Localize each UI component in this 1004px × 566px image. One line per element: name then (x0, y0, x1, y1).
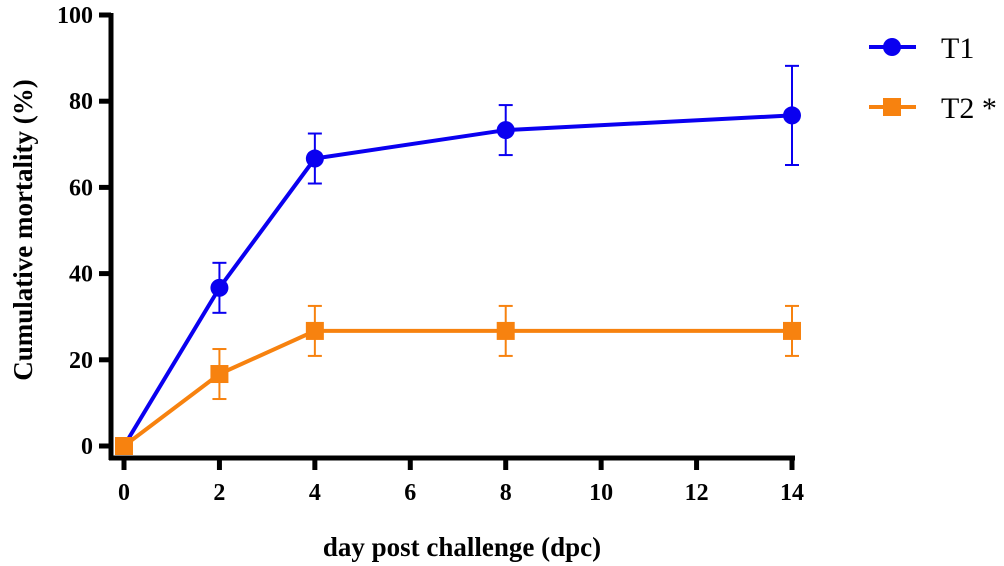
x-axis-label: day post challenge (dpc) (323, 532, 601, 562)
axes: 0 20 40 60 80 100 0 2 4 6 8 10 12 14 (57, 3, 804, 506)
data-point (115, 437, 133, 455)
series-t1 (115, 64, 801, 455)
legend-marker (883, 38, 901, 56)
y-tick-label: 100 (57, 3, 93, 29)
y-tick-label: 0 (81, 434, 93, 460)
x-tick-label: 6 (404, 480, 416, 506)
data-point (783, 321, 801, 340)
legend-label: T2 * (941, 92, 997, 125)
series-layer (115, 64, 801, 455)
legend-label: T1 (941, 32, 974, 65)
data-point (496, 321, 515, 340)
x-tick-label: 0 (118, 480, 130, 506)
x-tick-label: 4 (309, 480, 321, 506)
y-tick-label: 40 (69, 262, 93, 288)
data-point (305, 149, 324, 168)
legend: T1 T2 * (869, 32, 997, 125)
y-axis-label: Cumulative mortality (%) (8, 79, 38, 380)
legend-marker (883, 98, 901, 116)
data-point (210, 278, 229, 297)
x-tick-label: 12 (685, 480, 709, 506)
y-tick-label: 80 (69, 89, 93, 115)
data-point (210, 365, 229, 384)
y-tick-label: 60 (69, 175, 93, 201)
x-tick-label: 10 (589, 480, 613, 506)
data-point (496, 121, 515, 140)
series-t2 (115, 304, 801, 455)
x-tick-label: 2 (213, 480, 225, 506)
data-point (305, 321, 324, 340)
y-tick-label: 20 (69, 348, 93, 374)
x-tick-label: 8 (500, 480, 512, 506)
x-tick-label: 14 (780, 480, 804, 506)
data-point (783, 106, 801, 125)
